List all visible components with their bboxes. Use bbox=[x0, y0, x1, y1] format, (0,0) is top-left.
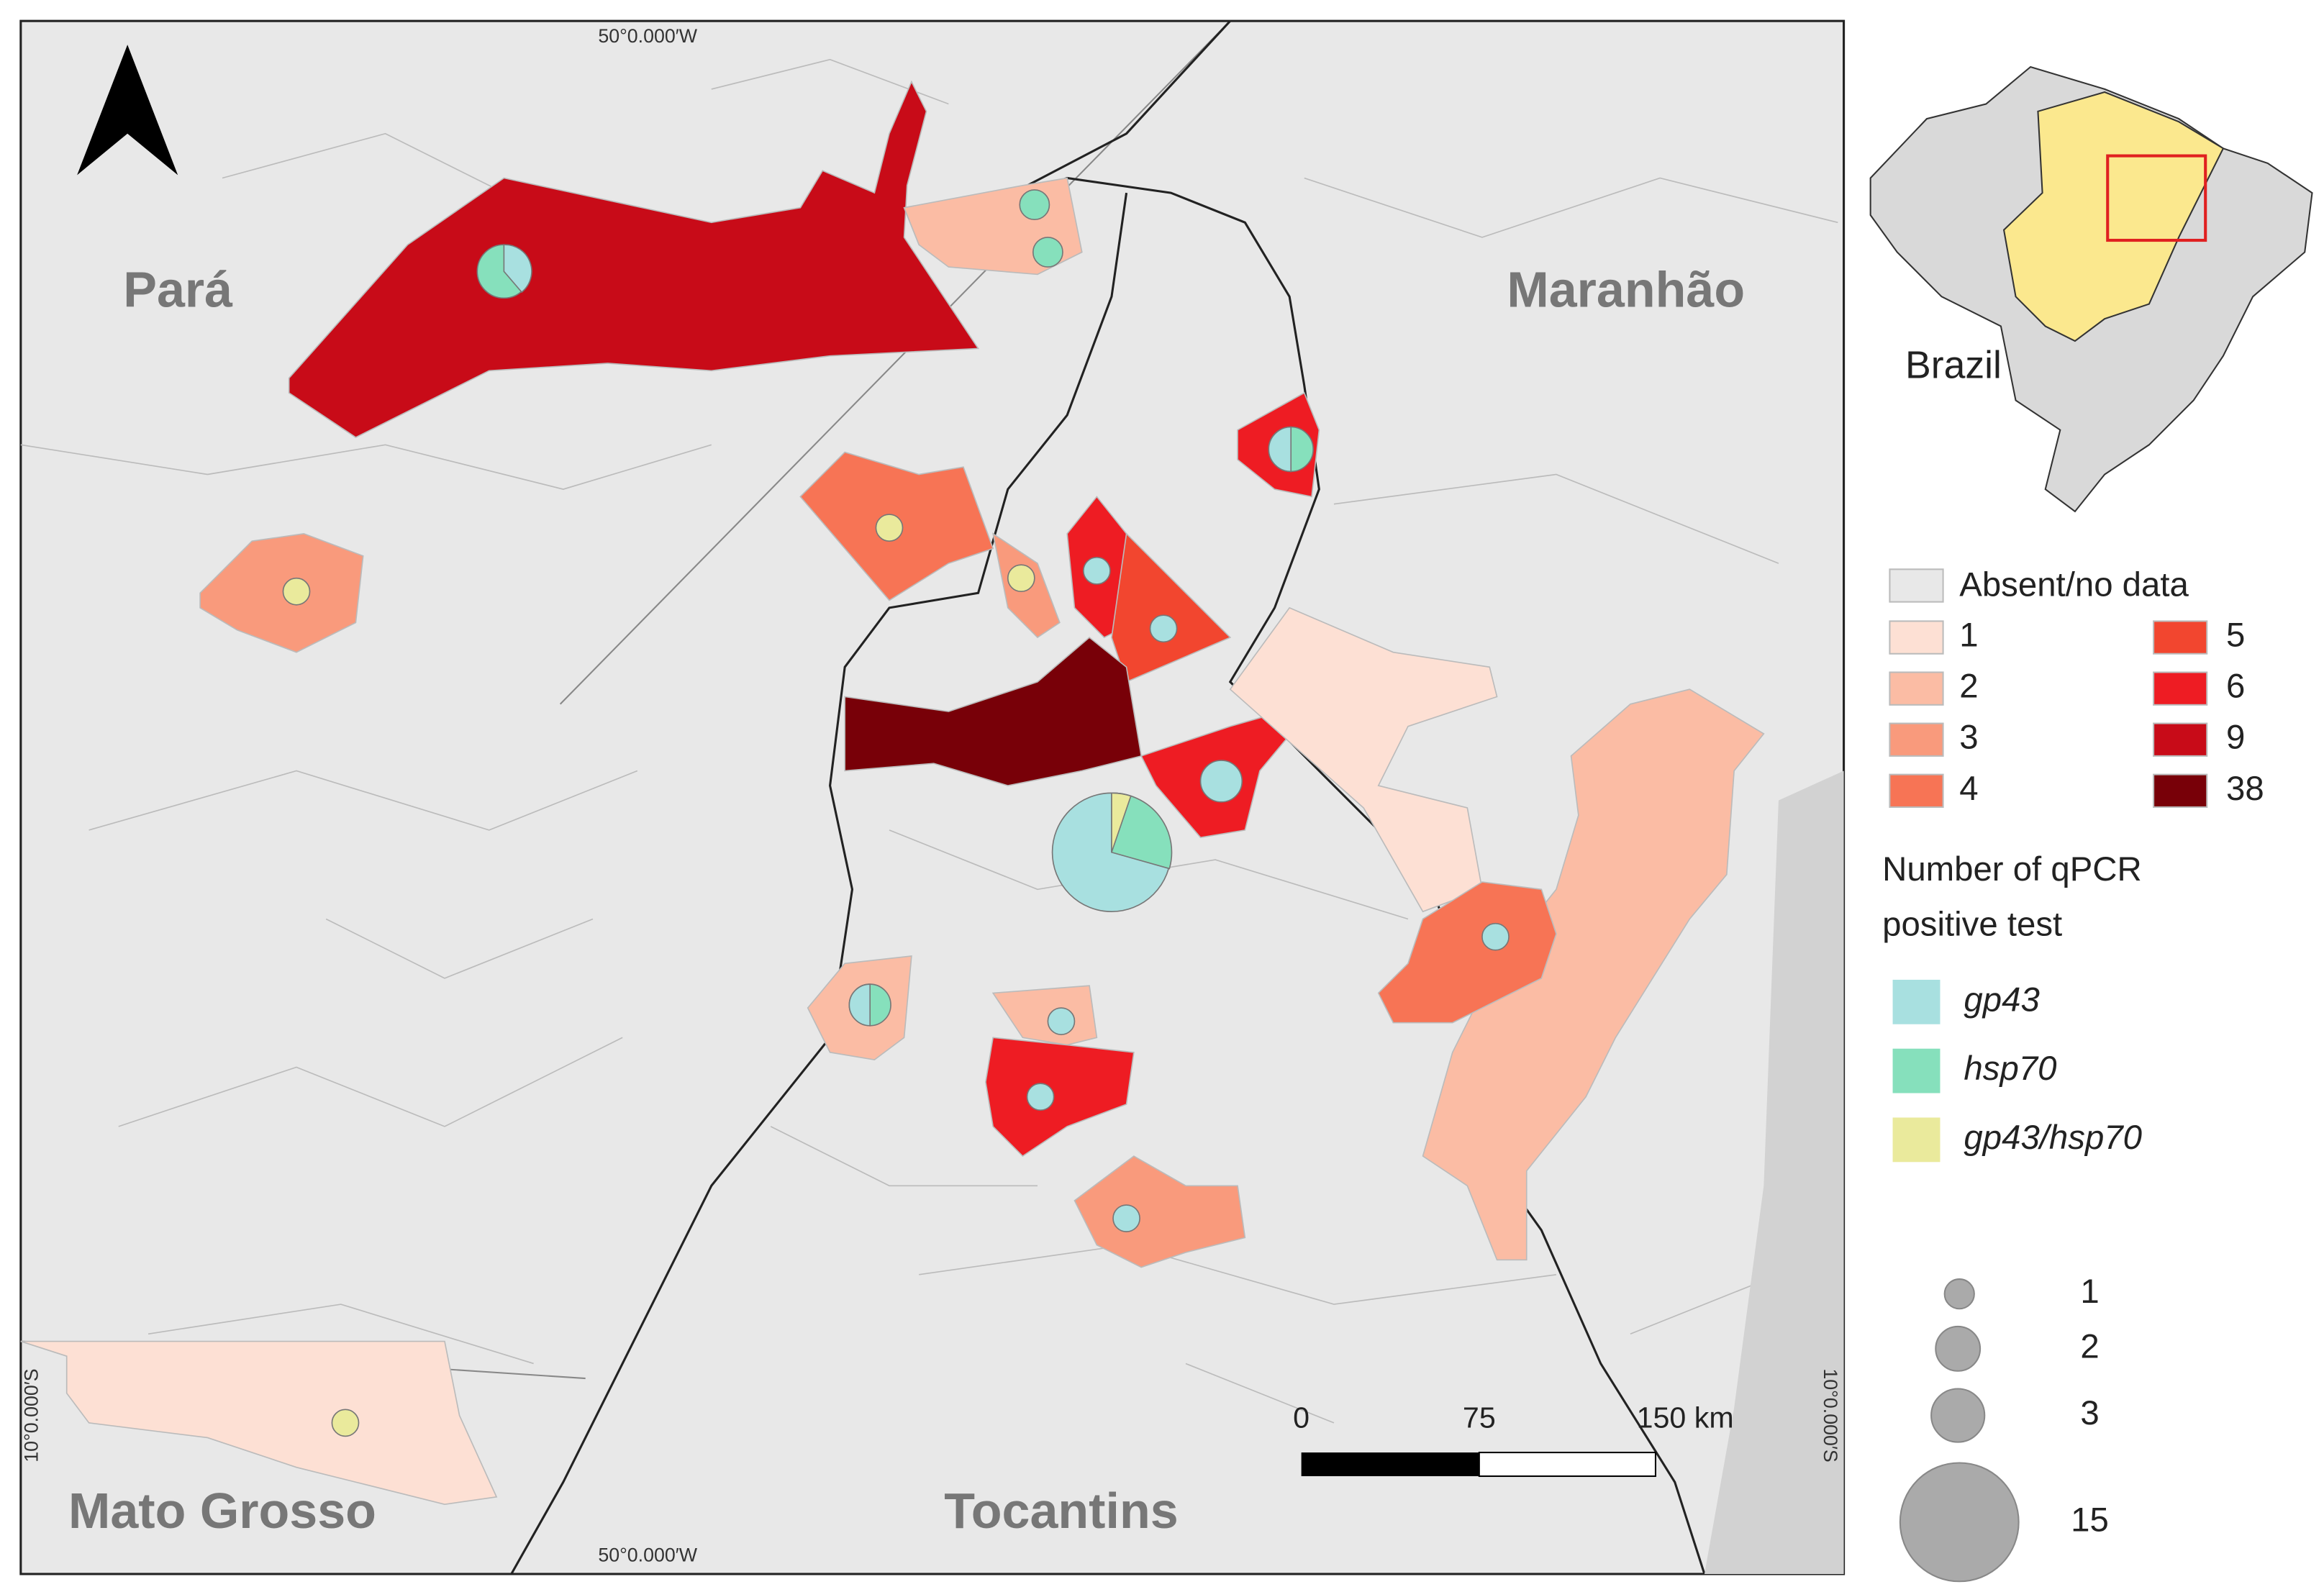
municipality bbox=[199, 533, 364, 653]
legend-label: 5 bbox=[2226, 617, 2245, 655]
size-legend-circle bbox=[1899, 1462, 2020, 1583]
municipality bbox=[288, 80, 980, 438]
legend-swatch bbox=[2153, 620, 2208, 655]
scale-label: 0 bbox=[1293, 1401, 1309, 1434]
legend-label: gp43/hsp70 bbox=[1964, 1119, 2142, 1157]
coord-label: 50°0.000′W bbox=[598, 25, 697, 47]
marker bbox=[1112, 1204, 1140, 1232]
size-legend-circle bbox=[1930, 1388, 1986, 1443]
marker bbox=[1199, 760, 1243, 803]
municipality bbox=[20, 1340, 498, 1505]
legend-swatch bbox=[1892, 1117, 1941, 1163]
state-boundary bbox=[559, 20, 1231, 705]
inset-map: Brazil bbox=[1869, 65, 2313, 513]
marker bbox=[1026, 1083, 1055, 1111]
marker bbox=[875, 514, 904, 542]
coord-label: 10°0.000′S bbox=[20, 1368, 42, 1462]
inset-extent bbox=[2106, 154, 2207, 242]
marker bbox=[331, 1409, 360, 1437]
coord-label: 10°0.000′S bbox=[1820, 1368, 1841, 1462]
legend: Absent/no data Number of qPCR positive t… bbox=[1882, 566, 2264, 1583]
pie-slice bbox=[848, 983, 871, 1027]
marker bbox=[1007, 564, 1035, 593]
size-legend-circle bbox=[1935, 1325, 1982, 1372]
legend-label: 9 bbox=[2226, 719, 2245, 757]
municipalities bbox=[20, 80, 1765, 1505]
municipality bbox=[985, 1037, 1135, 1157]
marker bbox=[282, 577, 311, 606]
marker bbox=[1149, 614, 1178, 643]
legend-swatch bbox=[1892, 1048, 1941, 1093]
municipality bbox=[1229, 606, 1498, 913]
legend-swatch bbox=[2153, 722, 2208, 757]
legend-label: gp43 bbox=[1964, 981, 2039, 1019]
region-label: Tocantins bbox=[944, 1483, 1178, 1539]
legend-label: 4 bbox=[1959, 770, 1978, 808]
region-label: Pará bbox=[123, 262, 233, 318]
size-legend-label: 3 bbox=[2080, 1394, 2099, 1432]
marker bbox=[1019, 189, 1050, 221]
ocean-edge bbox=[1704, 770, 1844, 1574]
legend-swatch bbox=[1889, 620, 1944, 655]
size-legend-circle bbox=[1943, 1278, 1975, 1310]
legend-swatch bbox=[1889, 722, 1944, 757]
legend-label: hsp70 bbox=[1964, 1050, 2056, 1088]
region-label: Mato Grosso bbox=[68, 1483, 376, 1539]
case-markers bbox=[282, 189, 1510, 1437]
marker bbox=[1032, 237, 1063, 268]
inset-label: Brazil bbox=[1905, 344, 2002, 386]
legend-title: positive test bbox=[1882, 905, 2062, 943]
pie-slice bbox=[1111, 792, 1132, 853]
scale-label: 150 km bbox=[1637, 1401, 1734, 1434]
legend-label: 6 bbox=[2226, 668, 2245, 706]
legend-label: 1 bbox=[1959, 617, 1978, 655]
marker bbox=[1047, 1007, 1076, 1035]
north-arrow bbox=[77, 45, 178, 176]
legend-label: Absent/no data bbox=[1959, 566, 2189, 604]
legend-swatch bbox=[1889, 568, 1944, 603]
legend-swatch bbox=[1892, 979, 1941, 1024]
marker bbox=[1481, 922, 1510, 951]
size-legend-label: 15 bbox=[2071, 1501, 2109, 1539]
scale-bar bbox=[1301, 1452, 1479, 1477]
legend-label: 3 bbox=[1959, 719, 1978, 757]
legend-label: 38 bbox=[2226, 770, 2264, 808]
legend-swatch bbox=[1889, 773, 1944, 808]
legend-swatch bbox=[1889, 671, 1944, 706]
municipality bbox=[1377, 881, 1557, 1024]
coord-label: 50°0.000′W bbox=[598, 1544, 697, 1565]
size-legend-label: 2 bbox=[2080, 1327, 2099, 1365]
size-legend-label: 1 bbox=[2080, 1273, 2099, 1311]
legend-swatch bbox=[2153, 773, 2208, 808]
pie-slice bbox=[503, 244, 532, 294]
legend-title: Number of qPCR bbox=[1882, 850, 2142, 888]
region-label: Maranhão bbox=[1507, 262, 1745, 318]
marker bbox=[1082, 557, 1111, 585]
legend-swatch bbox=[2153, 671, 2208, 706]
pie-slice bbox=[1268, 426, 1292, 473]
scale-bar bbox=[1478, 1452, 1656, 1478]
scale-label: 75 bbox=[1463, 1401, 1496, 1434]
state-boundary bbox=[510, 20, 1706, 1575]
legend-label: 2 bbox=[1959, 668, 1978, 706]
municipality bbox=[1074, 1155, 1246, 1268]
